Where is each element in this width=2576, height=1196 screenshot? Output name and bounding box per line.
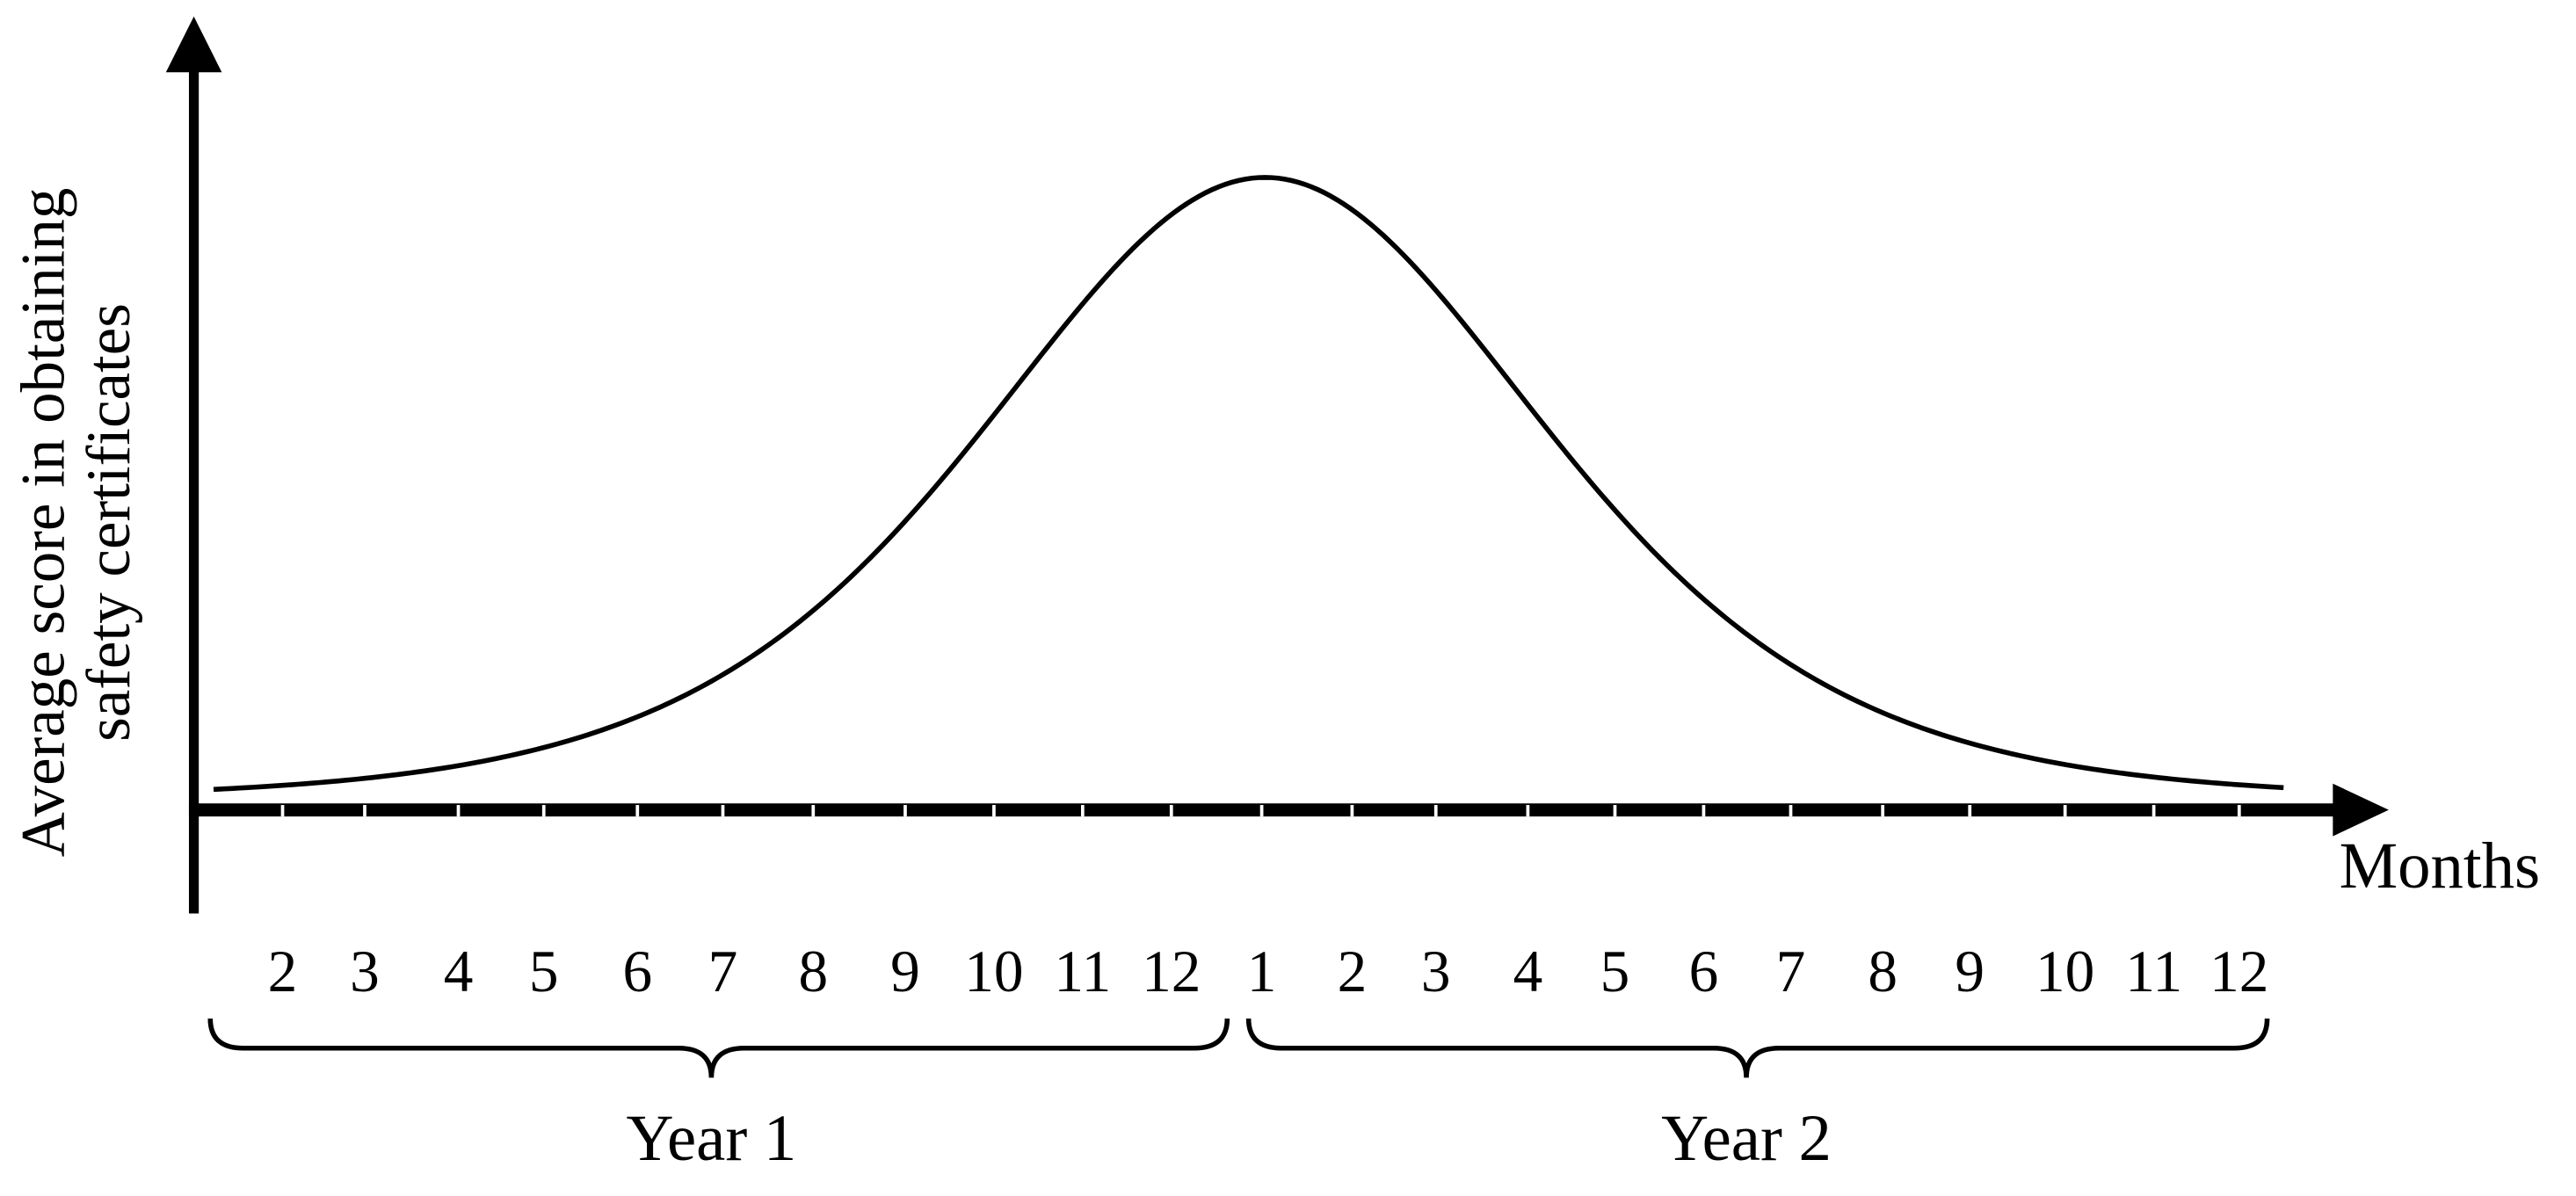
month-label: 12 <box>1142 939 1201 1004</box>
month-label: 10 <box>2035 939 2094 1004</box>
x-axis-label: Months <box>2340 830 2540 902</box>
year-label: Year 1 <box>626 1102 796 1175</box>
x-axis-arrow <box>2333 783 2389 837</box>
y-axis-label: Average score in obtaining safety certif… <box>9 188 143 858</box>
month-labels: 2 3 4 5 6 7 8 9 10 11 12 1 2 3 4 5 6 7 8 9 10 11 12 <box>268 939 2269 1004</box>
month-label: 11 <box>2125 939 2182 1004</box>
year-brace <box>1245 1018 2270 1078</box>
month-label: 3 <box>350 939 380 1004</box>
month-label: 9 <box>890 939 920 1004</box>
month-label: 2 <box>1338 939 1368 1004</box>
score-curve <box>213 175 2284 793</box>
y-axis-arrow <box>165 16 222 73</box>
month-label: 5 <box>1600 939 1630 1004</box>
month-label: 3 <box>1421 939 1451 1004</box>
year-brace <box>207 1018 1230 1078</box>
month-label: 10 <box>964 939 1023 1004</box>
month-label: 8 <box>1868 939 1898 1004</box>
month-label: 5 <box>529 939 559 1004</box>
year-label: Year 2 <box>1661 1102 1832 1175</box>
month-label: 4 <box>1513 939 1543 1004</box>
month-label: 7 <box>708 939 738 1004</box>
month-label: 4 <box>444 939 474 1004</box>
month-label: 7 <box>1776 939 1806 1004</box>
y-axis-label-line: safety certificates <box>75 303 143 742</box>
month-label: 8 <box>798 939 828 1004</box>
month-label: 12 <box>2210 939 2268 1004</box>
y-axis-label-line: Average score in obtaining <box>9 188 77 858</box>
month-label: 6 <box>622 939 652 1004</box>
axis-ticks <box>280 805 2241 817</box>
month-label: 9 <box>1955 939 1985 1004</box>
month-label: 11 <box>1054 939 1111 1004</box>
month-label: 2 <box>268 939 298 1004</box>
month-label: 1 <box>1247 939 1277 1004</box>
month-label: 6 <box>1689 939 1719 1004</box>
